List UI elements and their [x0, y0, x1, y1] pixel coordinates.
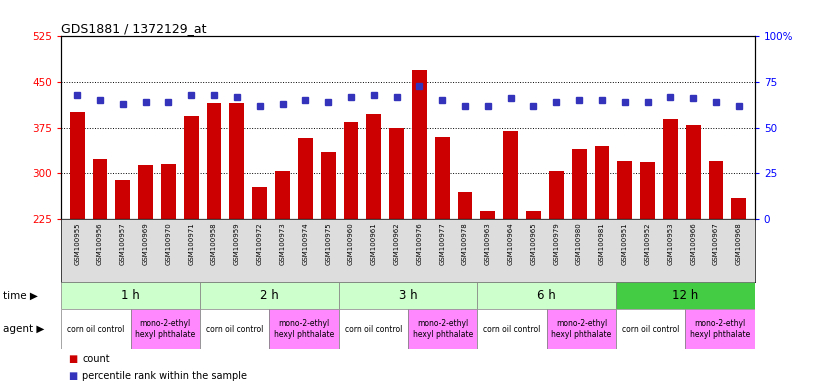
Bar: [477, 309, 547, 349]
Bar: [547, 309, 616, 349]
Text: GSM100971: GSM100971: [188, 222, 194, 265]
Bar: [115, 180, 131, 219]
Text: GSM100975: GSM100975: [325, 222, 331, 265]
Bar: [61, 309, 131, 349]
Text: GSM100974: GSM100974: [303, 222, 308, 265]
Bar: [435, 137, 450, 219]
Bar: [366, 114, 381, 219]
Bar: [339, 282, 477, 309]
Text: GDS1881 / 1372129_at: GDS1881 / 1372129_at: [61, 22, 206, 35]
Bar: [618, 161, 632, 219]
Bar: [206, 103, 221, 219]
Text: GSM100965: GSM100965: [530, 222, 536, 265]
Text: GSM100972: GSM100972: [257, 222, 263, 265]
Bar: [161, 164, 176, 219]
Text: corn oil control: corn oil control: [622, 325, 680, 334]
Bar: [229, 103, 244, 219]
Bar: [640, 162, 655, 219]
Text: GSM100957: GSM100957: [120, 222, 126, 265]
Text: 1 h: 1 h: [122, 289, 140, 302]
Text: corn oil control: corn oil control: [344, 325, 402, 334]
Text: corn oil control: corn oil control: [67, 325, 125, 334]
Text: GSM100973: GSM100973: [280, 222, 286, 265]
Text: GSM100977: GSM100977: [439, 222, 446, 265]
Bar: [252, 187, 267, 219]
Text: mono-2-ethyl
hexyl phthalate: mono-2-ethyl hexyl phthalate: [274, 319, 334, 339]
Text: ■: ■: [68, 371, 77, 381]
Bar: [184, 116, 198, 219]
Text: GSM100958: GSM100958: [211, 222, 217, 265]
Text: corn oil control: corn oil control: [206, 325, 264, 334]
Bar: [477, 282, 616, 309]
Text: GSM100956: GSM100956: [97, 222, 103, 265]
Text: percentile rank within the sample: percentile rank within the sample: [82, 371, 247, 381]
Text: GSM100961: GSM100961: [370, 222, 377, 265]
Bar: [616, 282, 755, 309]
Text: corn oil control: corn oil control: [483, 325, 541, 334]
Text: GSM100953: GSM100953: [667, 222, 673, 265]
Text: GSM100960: GSM100960: [348, 222, 354, 265]
Text: GSM100952: GSM100952: [645, 222, 650, 265]
Bar: [731, 198, 747, 219]
Bar: [503, 131, 518, 219]
Text: time ▶: time ▶: [3, 291, 38, 301]
Text: mono-2-ethyl
hexyl phthalate: mono-2-ethyl hexyl phthalate: [135, 319, 195, 339]
Bar: [708, 161, 724, 219]
Text: ■: ■: [68, 354, 77, 364]
Bar: [685, 309, 755, 349]
Text: 3 h: 3 h: [399, 289, 417, 302]
Bar: [61, 282, 200, 309]
Text: GSM100970: GSM100970: [166, 222, 171, 265]
Bar: [549, 171, 564, 219]
Bar: [200, 309, 269, 349]
Text: agent ▶: agent ▶: [3, 324, 45, 334]
Text: GSM100951: GSM100951: [622, 222, 628, 265]
Text: count: count: [82, 354, 110, 364]
Text: GSM100969: GSM100969: [143, 222, 149, 265]
Text: GSM100955: GSM100955: [74, 222, 80, 265]
Text: mono-2-ethyl
hexyl phthalate: mono-2-ethyl hexyl phthalate: [552, 319, 611, 339]
Text: 2 h: 2 h: [260, 289, 278, 302]
Bar: [339, 309, 408, 349]
Bar: [616, 309, 685, 349]
Bar: [408, 309, 477, 349]
Text: GSM100967: GSM100967: [713, 222, 719, 265]
Text: GSM100959: GSM100959: [234, 222, 240, 265]
Text: GSM100980: GSM100980: [576, 222, 582, 265]
Bar: [412, 70, 427, 219]
Bar: [131, 309, 200, 349]
Bar: [298, 138, 313, 219]
Text: GSM100963: GSM100963: [485, 222, 491, 265]
Bar: [572, 149, 587, 219]
Bar: [275, 171, 290, 219]
Bar: [663, 119, 678, 219]
Text: GSM100962: GSM100962: [393, 222, 400, 265]
Bar: [69, 113, 85, 219]
Text: mono-2-ethyl
hexyl phthalate: mono-2-ethyl hexyl phthalate: [413, 319, 472, 339]
Bar: [685, 125, 701, 219]
Text: GSM100968: GSM100968: [736, 222, 742, 265]
Bar: [321, 152, 335, 219]
Bar: [269, 309, 339, 349]
Text: GSM100966: GSM100966: [690, 222, 696, 265]
Text: GSM100964: GSM100964: [508, 222, 513, 265]
Text: 6 h: 6 h: [538, 289, 556, 302]
Bar: [389, 127, 404, 219]
Bar: [92, 159, 108, 219]
Text: GSM100979: GSM100979: [553, 222, 559, 265]
Text: GSM100978: GSM100978: [462, 222, 468, 265]
Text: mono-2-ethyl
hexyl phthalate: mono-2-ethyl hexyl phthalate: [690, 319, 750, 339]
Bar: [595, 146, 610, 219]
Bar: [344, 122, 358, 219]
Bar: [481, 211, 495, 219]
Bar: [138, 166, 153, 219]
Text: GSM100981: GSM100981: [599, 222, 605, 265]
Text: 12 h: 12 h: [672, 289, 698, 302]
Bar: [458, 192, 472, 219]
Text: GSM100976: GSM100976: [416, 222, 423, 265]
Bar: [200, 282, 339, 309]
Bar: [526, 211, 541, 219]
